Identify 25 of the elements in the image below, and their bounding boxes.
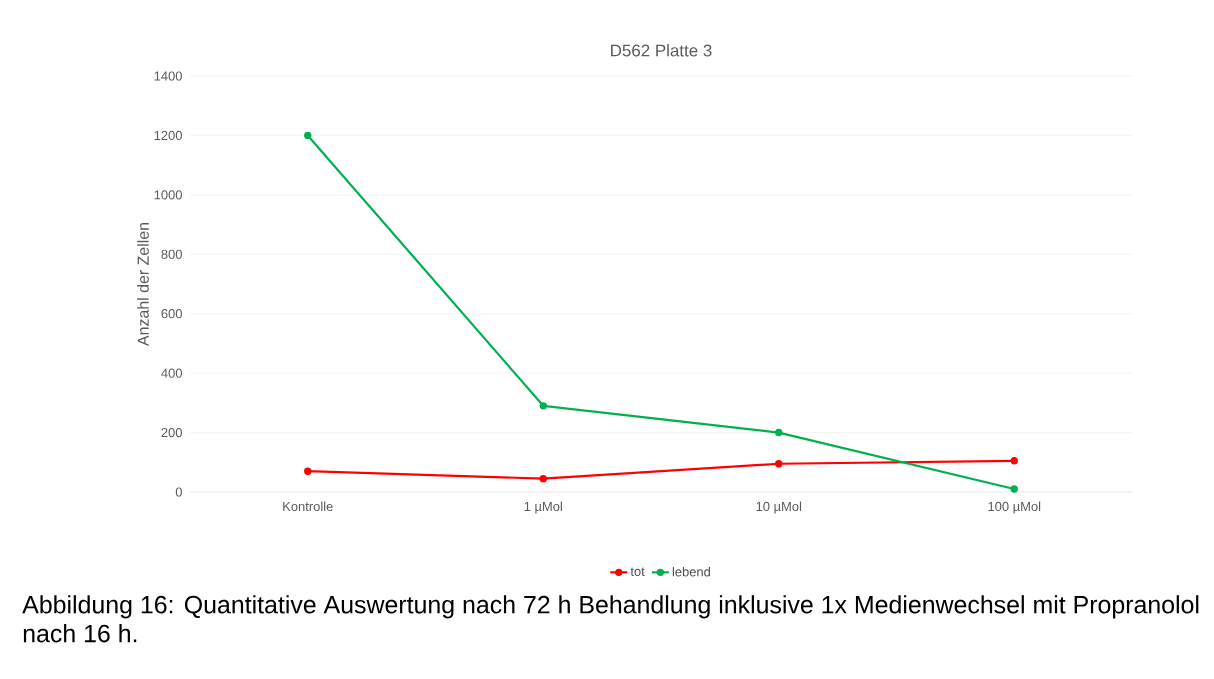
point xyxy=(304,467,312,475)
y-tick-label: 400 xyxy=(161,368,182,378)
chart-title: D562 Platte 3 xyxy=(611,44,712,57)
x-tick-label: 10 µMol xyxy=(756,501,802,514)
y-tick-label: 800 xyxy=(161,249,182,259)
y-tick-label: 600 xyxy=(161,309,182,319)
y-tick-label: 0 xyxy=(175,487,182,497)
x-tick-label: 100 µMol xyxy=(988,501,1041,514)
point xyxy=(304,131,312,140)
text: Abbildung 16: Quantitative Auswertung nach 72 h Behandlung inklusive 1x Medienwechsel mit Propranolol nach 16 h. xyxy=(22,595,1199,643)
y-tick-label: 1200 xyxy=(154,130,182,141)
point xyxy=(539,402,547,410)
y-tick-label: 1000 xyxy=(154,190,182,200)
point xyxy=(1010,485,1018,493)
point xyxy=(775,460,783,468)
legend-label: tot xyxy=(630,567,645,576)
y-axis-title: Anzahl der Zellen xyxy=(137,223,149,346)
x-tick-label: 1 µMol xyxy=(524,501,562,514)
y-tick-label: 1400 xyxy=(154,71,182,81)
point xyxy=(539,474,547,483)
x-tick-label: Kontrolle xyxy=(283,501,333,512)
point xyxy=(1010,457,1018,465)
legend-label: lebend xyxy=(672,566,711,577)
y-tick-label: 200 xyxy=(161,427,182,438)
point xyxy=(775,428,783,437)
